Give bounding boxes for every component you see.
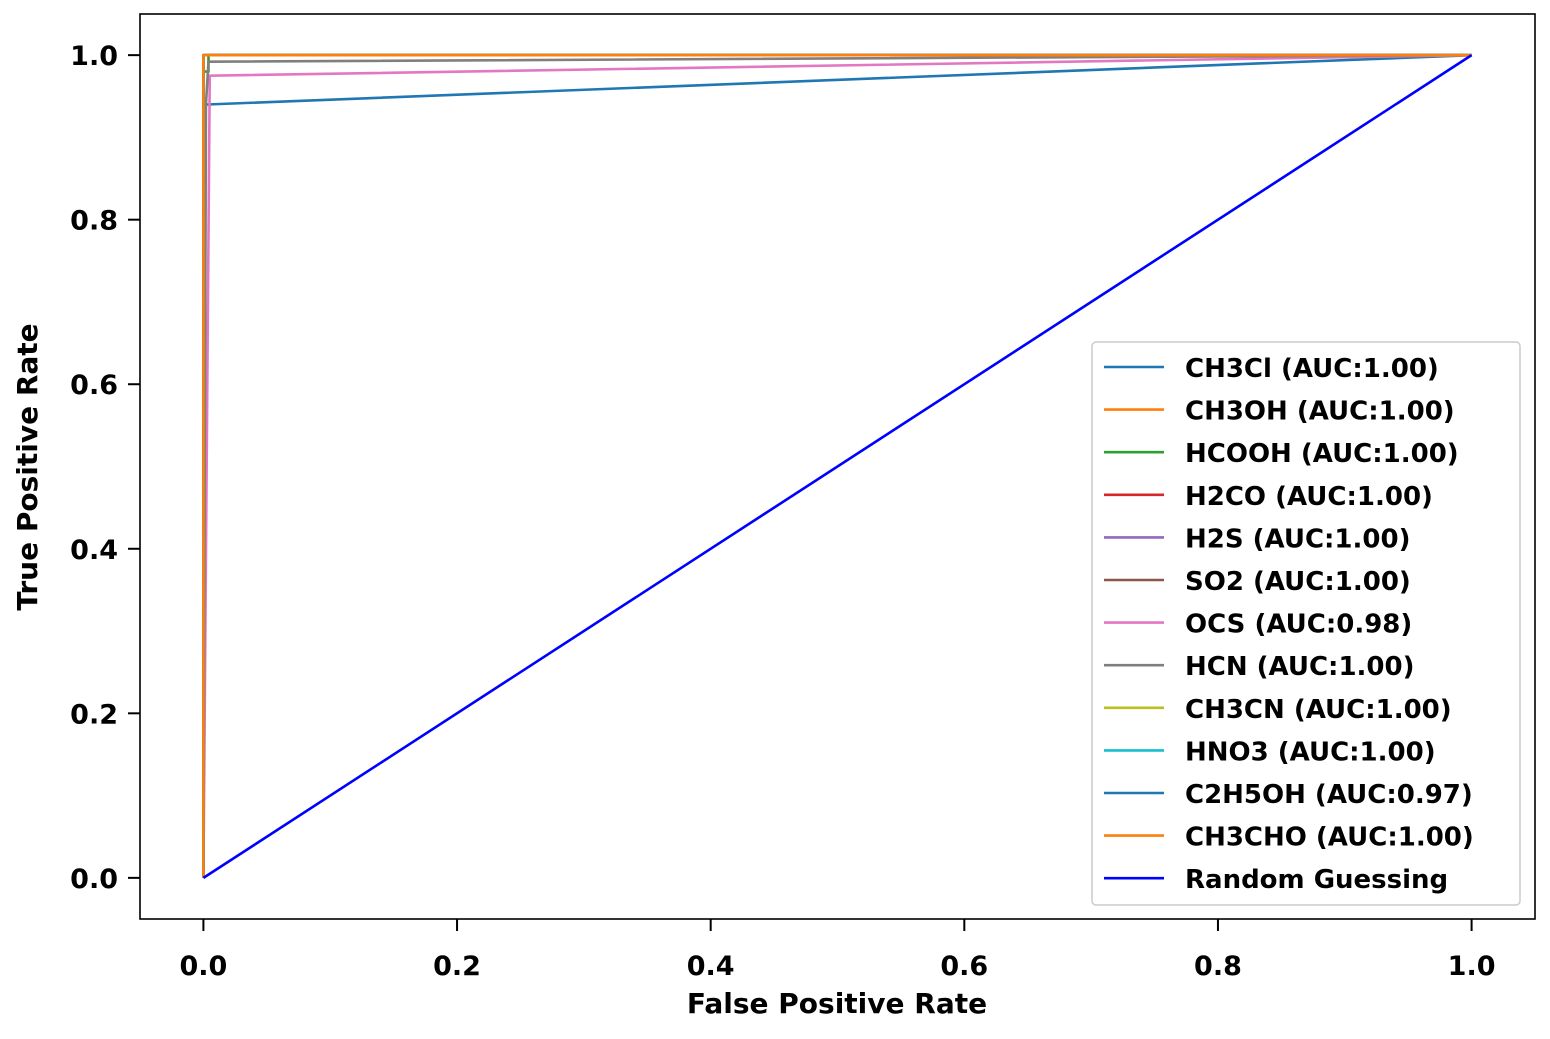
series-line-11 (202, 53, 1472, 878)
x-axis-label: False Positive Rate (687, 987, 987, 1020)
x-tick-label: 0.2 (433, 951, 481, 982)
x-tick-label: 1.0 (1448, 951, 1496, 982)
series-lines (202, 53, 1473, 879)
legend-label-6: OCS (AUC:0.98) (1185, 610, 1412, 640)
legend-label-3: H2CO (AUC:1.00) (1185, 482, 1433, 512)
legend-box (1091, 341, 1521, 906)
y-axis-ticks: 0.0 0.2 0.4 0.6 0.8 1.0 (70, 41, 140, 895)
legend-label-2: HCOOH (AUC:1.00) (1185, 439, 1459, 469)
x-axis-ticks: 0.0 0.2 0.4 0.6 0.8 1.0 (179, 919, 1496, 982)
legend-label-9: HNO3 (AUC:1.00) (1185, 737, 1436, 767)
x-tick-label: 0.4 (687, 951, 735, 982)
y-tick-label: 1.0 (70, 41, 118, 72)
y-tick-label: 0.4 (70, 535, 118, 566)
legend-label-5: SO2 (AUC:1.00) (1185, 567, 1411, 597)
y-tick-label: 0.2 (70, 699, 118, 730)
x-tick-label: 0.6 (940, 951, 988, 982)
legend: CH3Cl (AUC:1.00) CH3OH (AUC:1.00) HCOOH (A… (1091, 341, 1521, 906)
legend-label-1: CH3OH (AUC:1.00) (1185, 397, 1455, 427)
plot-frame (139, 13, 1536, 920)
legend-label-4: H2S (AUC:1.00) (1185, 524, 1410, 554)
series-line-12 (202, 54, 1473, 879)
legend-label-12: Random Guessing (1185, 865, 1448, 895)
legend-label-11: CH3CHO (AUC:1.00) (1185, 823, 1474, 853)
y-tick-label: 0.6 (70, 370, 118, 401)
legend-label-10: C2H5OH (AUC:0.97) (1185, 780, 1473, 810)
y-axis-label: True Positive Rate (11, 323, 44, 610)
legend-label-8: CH3CN (AUC:1.00) (1185, 695, 1452, 725)
y-tick-label: 0.0 (70, 864, 118, 895)
x-tick-label: 0.0 (179, 951, 227, 982)
y-tick-label: 0.8 (70, 206, 118, 237)
legend-label-0: CH3Cl (AUC:1.00) (1185, 354, 1439, 384)
legend-label-7: HCN (AUC:1.00) (1185, 652, 1414, 682)
x-tick-label: 0.8 (1194, 951, 1242, 982)
